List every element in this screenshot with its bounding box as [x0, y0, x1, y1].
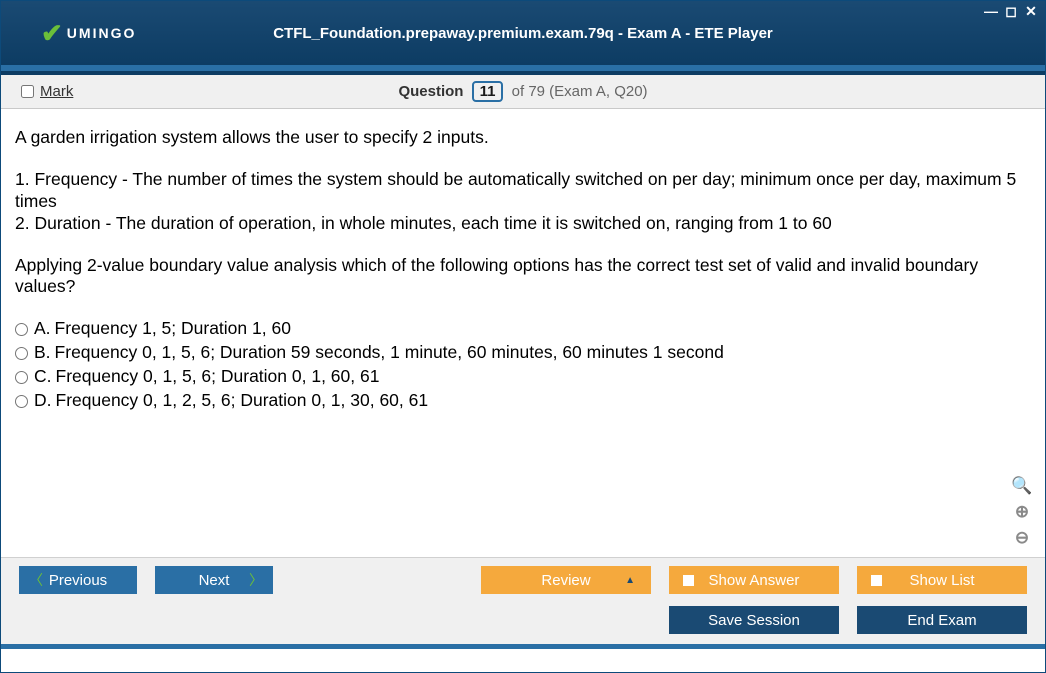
question-content: A garden irrigation system allows the us… — [1, 109, 1045, 557]
brand-logo: ✔ UMINGO — [41, 18, 136, 49]
show-answer-label: Show Answer — [709, 572, 800, 589]
previous-button[interactable]: 〈 Previous — [19, 566, 137, 594]
question-indicator: Question 11 of 79 (Exam A, Q20) — [1, 81, 1045, 102]
divider — [1, 644, 1045, 649]
option-a-letter: A. — [34, 318, 51, 340]
window-title: CTFL_Foundation.prepaway.premium.exam.79… — [1, 25, 1045, 42]
option-c[interactable]: C. Frequency 0, 1, 5, 6; Duration 0, 1, … — [15, 366, 1031, 388]
search-icon[interactable]: 🔍 — [1011, 475, 1033, 497]
zoom-in-icon[interactable]: ⊕ — [1011, 501, 1033, 523]
option-c-radio[interactable] — [15, 371, 28, 384]
option-b-letter: B. — [34, 342, 51, 364]
answer-options: A. Frequency 1, 5; Duration 1, 60 B. Fre… — [15, 318, 1031, 412]
save-session-button[interactable]: Save Session — [669, 606, 839, 634]
chevron-left-icon: 〈 — [29, 570, 43, 590]
end-exam-button[interactable]: End Exam — [857, 606, 1027, 634]
option-b[interactable]: B. Frequency 0, 1, 5, 6; Duration 59 sec… — [15, 342, 1031, 364]
session-button-row: Save Session End Exam — [1, 602, 1045, 644]
question-label: Question — [398, 83, 463, 100]
close-icon[interactable]: ✕ — [1023, 3, 1039, 20]
next-button[interactable]: Next 〉 — [155, 566, 273, 594]
zoom-controls: 🔍 ⊕ ⊖ — [1011, 475, 1033, 549]
previous-label: Previous — [49, 572, 107, 589]
option-a-radio[interactable] — [15, 323, 28, 336]
end-exam-label: End Exam — [907, 612, 976, 629]
review-label: Review — [541, 572, 590, 589]
show-answer-button[interactable]: Show Answer — [669, 566, 839, 594]
option-a[interactable]: A. Frequency 1, 5; Duration 1, 60 — [15, 318, 1031, 340]
show-list-button[interactable]: Show List — [857, 566, 1027, 594]
question-of-text: of 79 (Exam A, Q20) — [512, 83, 648, 100]
option-d-text: Frequency 0, 1, 2, 5, 6; Duration 0, 1, … — [56, 390, 429, 412]
check-icon: ✔ — [41, 18, 65, 49]
option-a-text: Frequency 1, 5; Duration 1, 60 — [55, 318, 291, 340]
option-b-text: Frequency 0, 1, 5, 6; Duration 59 second… — [55, 342, 724, 364]
question-prompt: Applying 2-value boundary value analysis… — [15, 255, 1031, 299]
question-line2: 2. Duration - The duration of operation,… — [15, 213, 1031, 235]
brand-text: UMINGO — [67, 25, 137, 41]
option-c-text: Frequency 0, 1, 5, 6; Duration 0, 1, 60,… — [56, 366, 380, 388]
option-d-radio[interactable] — [15, 395, 28, 408]
question-line1: 1. Frequency - The number of times the s… — [15, 169, 1031, 213]
square-icon — [871, 575, 882, 586]
chevron-right-icon: 〉 — [249, 570, 263, 590]
titlebar: ✔ UMINGO CTFL_Foundation.prepaway.premiu… — [1, 1, 1045, 65]
question-bar: Mark Question 11 of 79 (Exam A, Q20) — [1, 75, 1045, 109]
minimize-icon[interactable]: — — [983, 3, 999, 20]
save-session-label: Save Session — [708, 612, 800, 629]
review-button[interactable]: Review ▲ — [481, 566, 651, 594]
triangle-up-icon: ▲ — [625, 575, 635, 586]
option-c-letter: C. — [34, 366, 52, 388]
option-d[interactable]: D. Frequency 0, 1, 2, 5, 6; Duration 0, … — [15, 390, 1031, 412]
zoom-out-icon[interactable]: ⊖ — [1011, 527, 1033, 549]
option-d-letter: D. — [34, 390, 52, 412]
window-controls: — ◻ ✕ — [983, 3, 1039, 20]
question-intro: A garden irrigation system allows the us… — [15, 127, 1031, 149]
square-icon — [683, 575, 694, 586]
nav-button-row: 〈 Previous Next 〉 Review ▲ Show Answer S… — [1, 557, 1045, 602]
option-b-radio[interactable] — [15, 347, 28, 360]
next-label: Next — [199, 572, 230, 589]
maximize-icon[interactable]: ◻ — [1003, 3, 1019, 20]
show-list-label: Show List — [909, 572, 974, 589]
question-number: 11 — [472, 81, 504, 102]
